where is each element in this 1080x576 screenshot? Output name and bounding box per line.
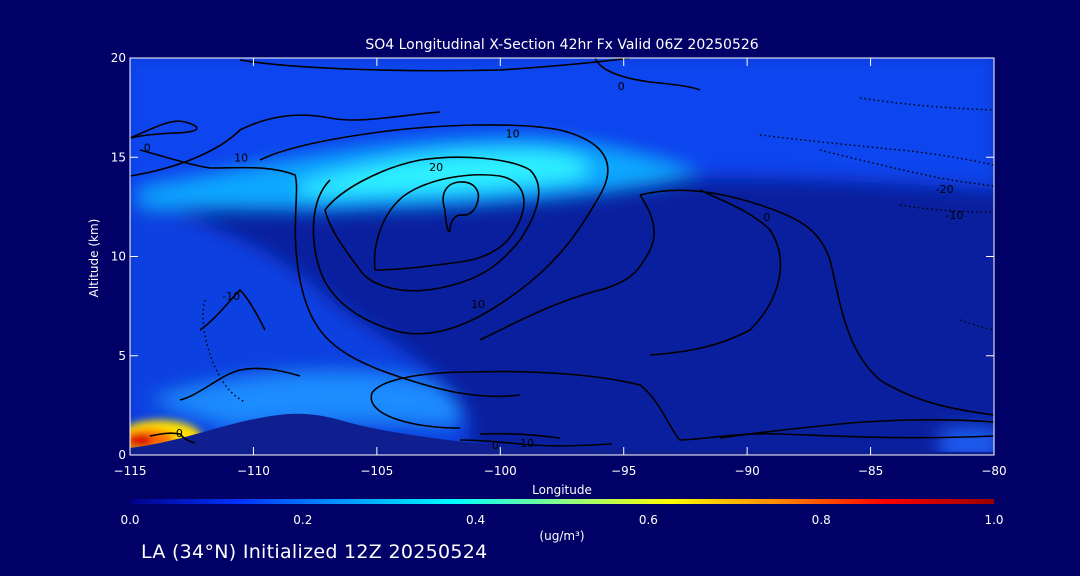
colorbar: 0.0 0.2 0.4 0.6 0.8 1.0 (ug/m³) — [120, 499, 1004, 543]
contour-label: 10 — [234, 151, 248, 164]
run-info-footer: LA (34°N) Initialized 12Z 20250524 — [141, 541, 488, 563]
field-lower-right — [940, 426, 994, 455]
x-tick-label: −100 — [484, 464, 517, 478]
contour-line — [199, 288, 266, 331]
colorbar-tick-label: 0.2 — [293, 513, 312, 527]
contour-line — [649, 189, 782, 356]
y-tick-label: 15 — [111, 150, 126, 164]
x-tick-label: −105 — [360, 464, 393, 478]
contour-lines — [130, 58, 994, 447]
contour-label: 0 — [176, 427, 183, 440]
x-tick-label: −110 — [237, 464, 270, 478]
colorbar-unit-label: (ug/m³) — [539, 529, 584, 543]
terrain — [130, 413, 994, 455]
contour-label: -10 — [516, 437, 534, 450]
contour-label: -20 — [936, 183, 954, 196]
contour-label: 0 — [144, 141, 151, 154]
chart-title: SO4 Longitudinal X-Section 42hr Fx Valid… — [365, 37, 758, 53]
contour-line — [373, 174, 525, 271]
contour-line — [130, 111, 441, 177]
y-tick-label: 10 — [111, 250, 126, 264]
colorbar-tick-label: 0.0 — [120, 513, 139, 527]
x-tick-label: −85 — [858, 464, 883, 478]
plot-area: 0 10 10 20 0 -10 10 0 0 -20 -10 -10 0 — [130, 58, 994, 455]
contour-line — [639, 189, 994, 416]
y-tick-label: 20 — [111, 51, 126, 65]
contour-label: 10 — [471, 298, 485, 311]
colorbar-tick-label: 1.0 — [984, 513, 1003, 527]
y-axis-label: Altitude (km) — [87, 219, 101, 298]
contour-line — [594, 58, 701, 91]
contour-line-dashed — [899, 204, 994, 213]
contour-label: 10 — [506, 127, 520, 140]
y-tick-label: 0 — [118, 448, 126, 462]
contour-line-dashed — [859, 97, 994, 111]
y-axis: 0 5 10 15 20 — [111, 51, 994, 462]
x-tick-label: −115 — [114, 464, 147, 478]
hotspot-core — [130, 434, 153, 448]
x-tick-label: −90 — [734, 464, 759, 478]
contour-label: -10 — [946, 209, 964, 222]
contour-line — [139, 149, 521, 398]
colorbar-tick-label: 0.4 — [466, 513, 485, 527]
x-axis-label: Longitude — [532, 483, 592, 497]
x-tick-label: −80 — [981, 464, 1006, 478]
contour-line — [370, 392, 461, 429]
contour-label: -10 — [222, 290, 240, 303]
contour-line — [324, 156, 540, 292]
contour-labels: 0 10 10 20 0 -10 10 0 0 -20 -10 -10 0 — [144, 80, 964, 452]
contour-label: 0 — [618, 80, 625, 93]
contour-line — [719, 419, 994, 439]
x-tick-label: −95 — [611, 464, 636, 478]
colorbar-bar — [130, 499, 994, 504]
contour-line — [130, 120, 198, 139]
contour-line — [179, 367, 301, 401]
contour-line — [149, 432, 196, 444]
contour-line — [459, 439, 613, 447]
x-axis: −115 −110 −105 −100 −95 −90 −85 −80 — [114, 58, 1007, 478]
contour-line — [479, 432, 561, 439]
negative-contours — [202, 97, 994, 403]
contour-line — [371, 370, 994, 441]
contour-label: 0 — [492, 439, 499, 452]
colorbar-tick-label: 0.8 — [812, 513, 831, 527]
contour-line — [479, 194, 655, 341]
contour-label: 0 — [763, 211, 770, 224]
contour-line — [239, 58, 631, 72]
y-tick-label: 5 — [118, 349, 126, 363]
colorbar-tick-label: 0.6 — [639, 513, 658, 527]
contour-line-dashed — [759, 134, 994, 166]
contour-line — [442, 181, 480, 233]
contour-line — [259, 124, 609, 335]
contour-line-dashed — [819, 149, 994, 187]
colorbar-ticks: 0.0 0.2 0.4 0.6 0.8 1.0 — [120, 513, 1003, 527]
contour-label: 20 — [429, 161, 443, 174]
